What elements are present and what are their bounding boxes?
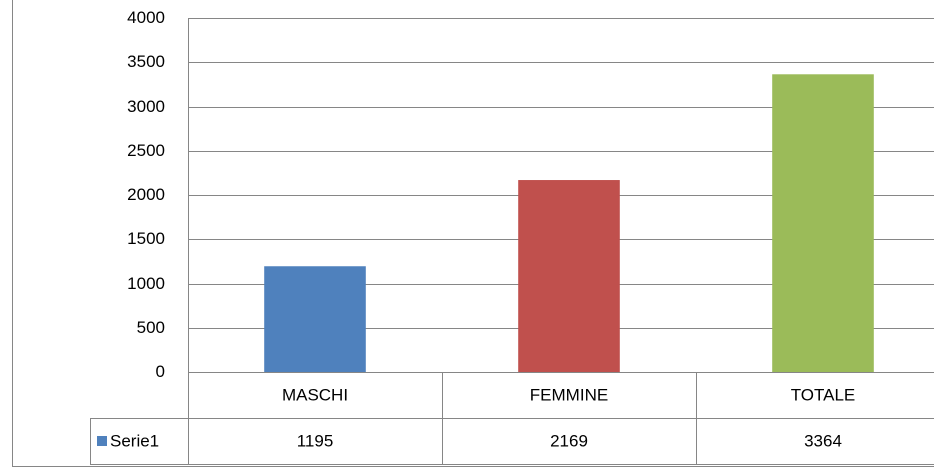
data-table-value: 1195 bbox=[297, 431, 334, 450]
x-tick-label: MASCHI bbox=[282, 385, 348, 404]
y-tick-label: 3500 bbox=[127, 52, 165, 71]
bar bbox=[264, 266, 366, 372]
y-tick-label: 1000 bbox=[127, 274, 165, 293]
y-tick-label: 2500 bbox=[127, 141, 165, 160]
y-tick-label: 4000 bbox=[127, 8, 165, 27]
bar bbox=[772, 74, 874, 372]
data-table-value: 3364 bbox=[804, 431, 842, 450]
legend-key bbox=[97, 436, 107, 446]
data-table-value: 2169 bbox=[550, 431, 588, 450]
y-tick-label: 2000 bbox=[127, 185, 165, 204]
y-tick-label: 0 bbox=[156, 362, 165, 381]
y-tick-label: 3000 bbox=[127, 97, 165, 116]
legend-label: Serie1 bbox=[110, 431, 159, 450]
bar bbox=[518, 180, 620, 372]
x-tick-label: TOTALE bbox=[791, 385, 856, 404]
y-tick-label: 1500 bbox=[127, 229, 165, 248]
x-tick-label: FEMMINE bbox=[530, 385, 608, 404]
y-tick-label: 500 bbox=[137, 318, 165, 337]
